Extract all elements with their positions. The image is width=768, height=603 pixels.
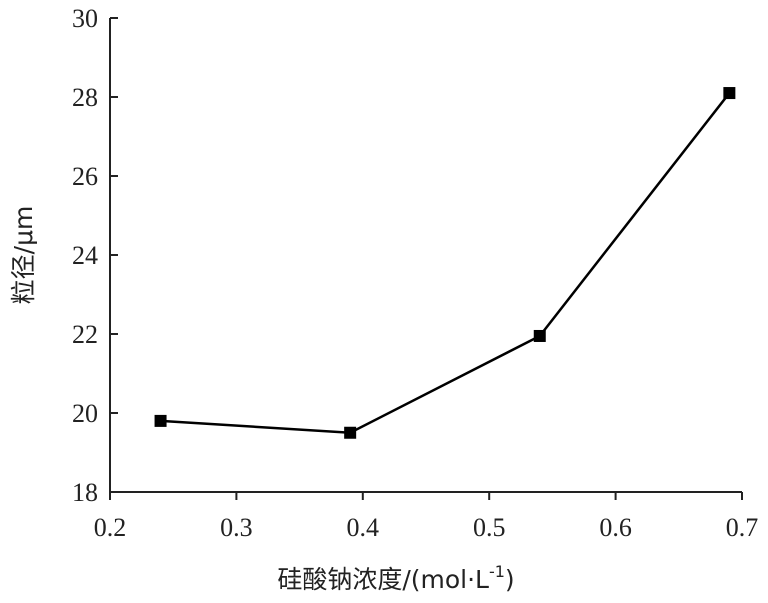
x-tick-label: 0.5 <box>473 513 506 542</box>
y-axis-ticks: 18 20 22 24 26 28 30 <box>72 4 118 507</box>
x-tick-label: 0.4 <box>347 513 380 542</box>
y-tick-label: 30 <box>72 4 98 33</box>
series-layer <box>154 87 736 439</box>
y-tick-label: 20 <box>72 399 98 428</box>
y-tick-label: 28 <box>72 83 98 112</box>
x-tick-label: 0.2 <box>94 513 127 542</box>
data-point <box>154 414 167 427</box>
x-tick-label: 0.3 <box>220 513 253 542</box>
x-tick-label: 0.6 <box>599 513 632 542</box>
x-axis-title-suffix: ) <box>505 565 515 594</box>
series-line <box>160 92 731 435</box>
y-axis-title: 粒径/μm <box>9 206 38 305</box>
x-tick-label: 0.7 <box>726 513 759 542</box>
y-tick-label: 24 <box>72 241 98 270</box>
y-tick-label: 18 <box>72 478 98 507</box>
x-axis-ticks: 0.2 0.3 0.4 0.5 0.6 0.7 <box>94 492 759 542</box>
data-point <box>533 329 546 342</box>
data-point <box>723 87 736 100</box>
x-axis-title-main: 硅酸钠浓度/(mol·L <box>277 565 489 594</box>
x-axis-title: 硅酸钠浓度/(mol·L-1) <box>277 562 514 594</box>
y-tick-label: 26 <box>72 162 98 191</box>
x-axis-title-superscript: -1 <box>489 562 505 581</box>
y-tick-label: 22 <box>72 320 98 349</box>
data-point <box>344 426 357 439</box>
